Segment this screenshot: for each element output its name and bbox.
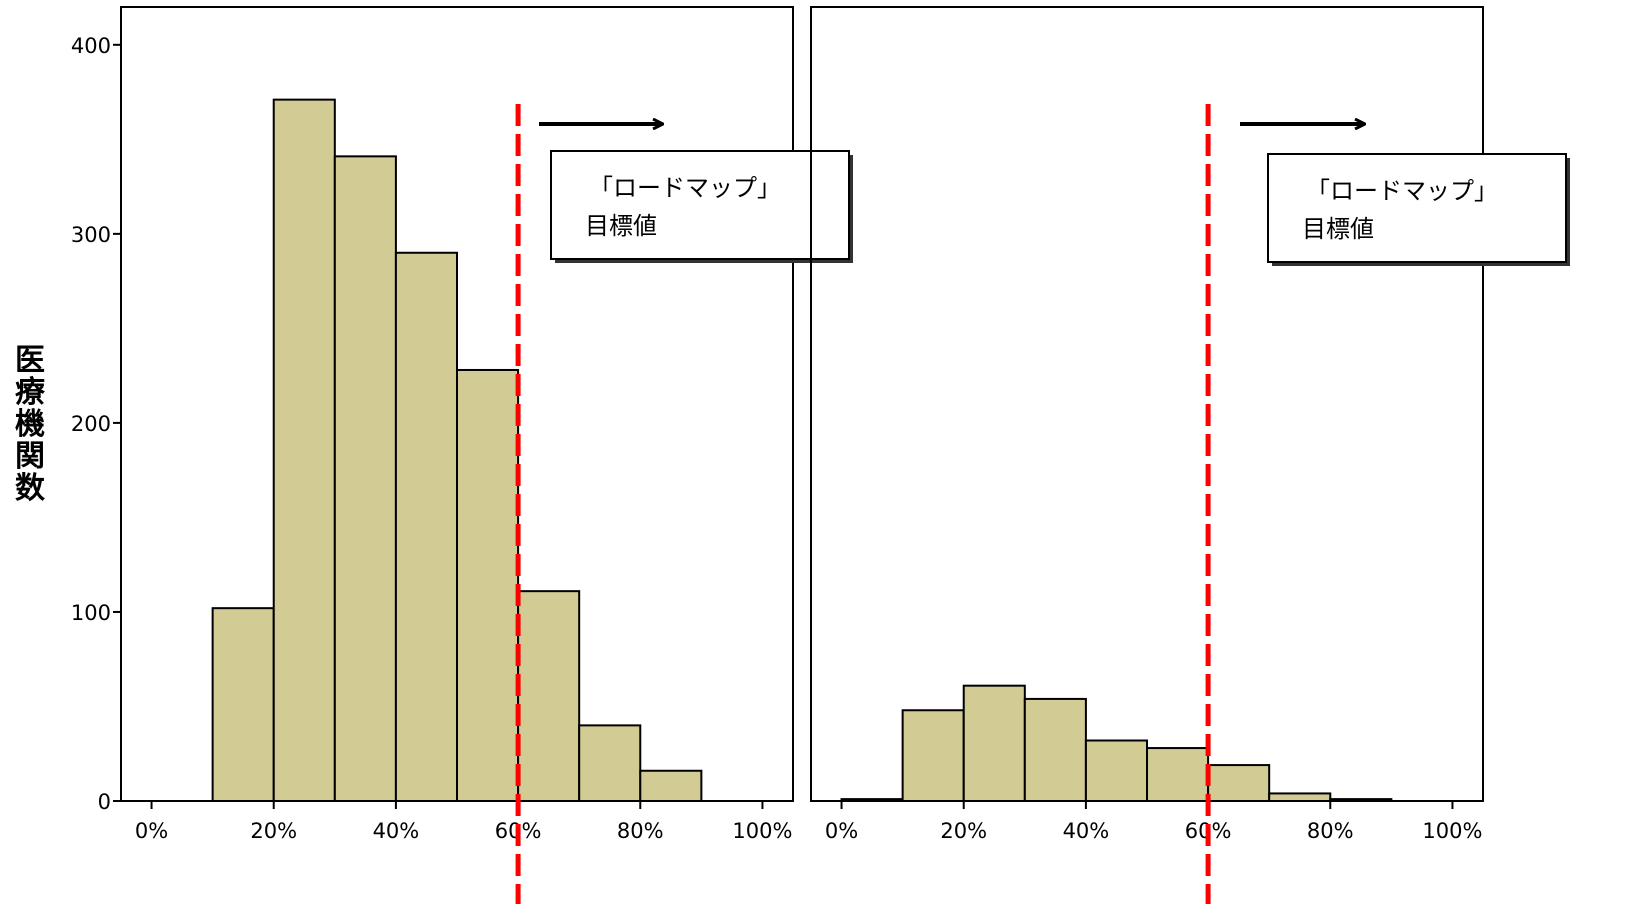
histogram-bar	[517, 590, 581, 803]
x-tick-label: 0%	[825, 819, 858, 843]
y-tick-label: 300	[71, 223, 111, 247]
x-tick-label: 0%	[135, 819, 168, 843]
y-axis-title-char: 療	[15, 375, 45, 410]
y-tick-label: 400	[71, 34, 111, 58]
histogram-bar	[1023, 697, 1087, 803]
x-tick-label: 100%	[1422, 819, 1482, 843]
x-tick-label: 20%	[250, 819, 297, 843]
annotation-line1: 「ロードマップ」	[1306, 177, 1498, 205]
annotation-box	[550, 150, 850, 260]
annotation-line2: 目標値	[585, 212, 657, 240]
x-tick-label: 80%	[617, 819, 664, 843]
y-axis-title-char: 数	[15, 471, 45, 506]
histogram-bar	[1146, 747, 1210, 802]
histogram-bar	[1329, 798, 1393, 802]
histogram-bar	[211, 607, 275, 803]
x-tick-label: 40%	[373, 819, 420, 843]
y-tick-label: 200	[71, 412, 111, 436]
histogram-bar	[1207, 764, 1271, 802]
y-tick-label: 0	[98, 790, 111, 814]
y-axis-title-char: 医	[15, 343, 45, 378]
y-axis-title: 医療機関数	[10, 345, 50, 505]
y-tick-label: 100	[71, 601, 111, 625]
plot-frame	[810, 6, 1484, 802]
y-axis-title-text: 医療機関数	[10, 345, 50, 505]
histogram-bar	[272, 98, 336, 802]
histogram-bar	[1268, 792, 1332, 803]
x-tick-label: 80%	[1307, 819, 1354, 843]
annotation-line1: 「ロードマップ」	[589, 174, 781, 202]
histogram-bar	[394, 251, 458, 802]
histogram-bar	[639, 769, 703, 802]
histogram-panel-right: 0%20%40%60%80%100%「ロードマップ」目標値	[810, 6, 1570, 904]
x-tick-label: 100%	[732, 819, 792, 843]
annotation-box	[1267, 153, 1567, 263]
x-tick-label: 20%	[940, 819, 987, 843]
target-annotation: 「ロードマップ」目標値	[550, 150, 853, 263]
histogram-bar	[1084, 739, 1148, 802]
histogram-bar	[962, 684, 1026, 803]
histogram-bar	[901, 709, 965, 802]
annotation-line2: 目標値	[1302, 215, 1374, 243]
histogram-bar	[840, 798, 904, 802]
target-annotation: 「ロードマップ」目標値	[1267, 153, 1570, 266]
histogram-bar	[333, 155, 397, 803]
y-axis-title-char: 機	[15, 407, 45, 442]
histogram-bar	[456, 368, 520, 802]
y-axis-title-char: 関	[15, 439, 45, 474]
x-tick-label: 40%	[1063, 819, 1110, 843]
histogram-bar	[578, 724, 642, 803]
histogram-panel-left: 0%20%40%60%80%100%0100200300400「ロードマップ」目…	[71, 6, 853, 904]
